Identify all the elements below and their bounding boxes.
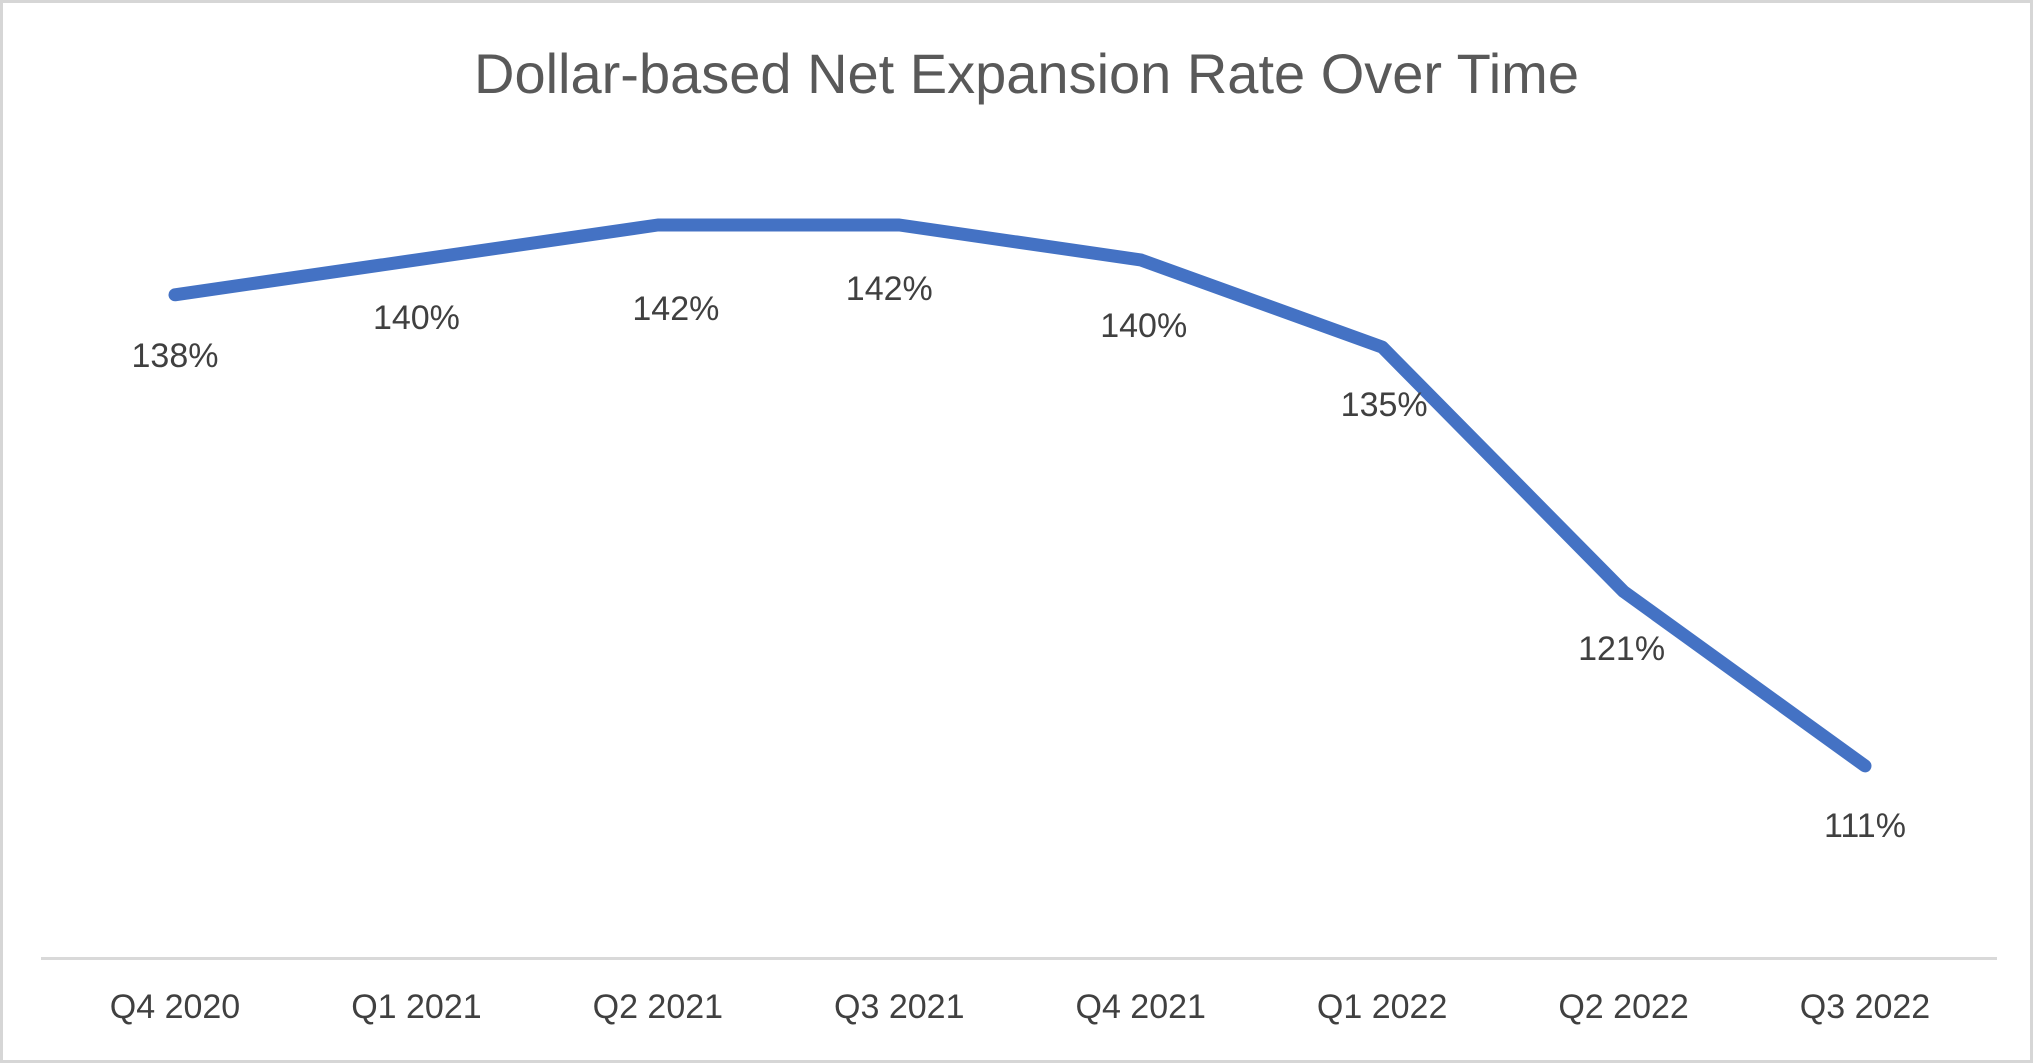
series-line: [168, 218, 1872, 773]
x-axis-tick-label: Q3 2022: [1799, 988, 1931, 1026]
x-axis-tick-label: Q2 2021: [592, 988, 724, 1026]
data-label: 142%: [845, 270, 933, 308]
data-label: 140%: [372, 298, 460, 337]
x-axis-line: [41, 957, 1997, 960]
x-axis-tick-label: Q4 2021: [1075, 988, 1206, 1026]
data-label: 111%: [1824, 806, 1906, 845]
plot-area: [168, 218, 1872, 773]
data-label: 138%: [131, 336, 219, 375]
data-label: 142%: [632, 290, 720, 328]
data-label: 140%: [1100, 306, 1188, 345]
chart-title: Dollar-based Net Expansion Rate Over Tim…: [474, 42, 1579, 105]
x-axis-tick-label: Q2 2022: [1558, 988, 1689, 1026]
x-axis-tick-label: Q3 2021: [834, 988, 965, 1026]
x-axis-tick-label: Q1 2022: [1316, 988, 1448, 1026]
x-axis-tick-label: Q4 2020: [109, 988, 241, 1026]
data-label: 135%: [1340, 386, 1428, 425]
x-axis-tick-label: Q1 2021: [351, 988, 482, 1026]
data-label: 121%: [1578, 630, 1666, 669]
